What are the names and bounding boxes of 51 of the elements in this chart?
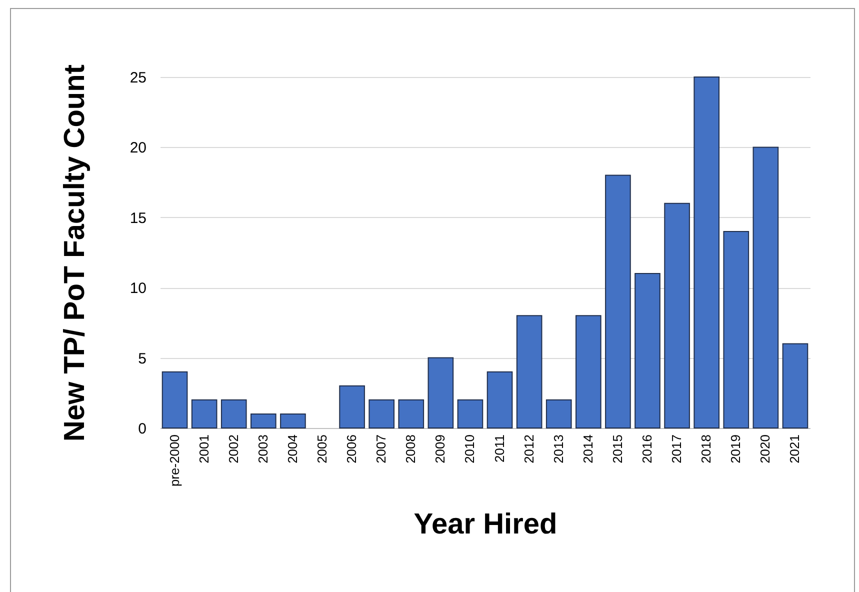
y-axis-title: New TP/ PoT Faculty Count bbox=[58, 64, 91, 442]
bar bbox=[516, 315, 542, 428]
x-tick-label: 2009 bbox=[432, 434, 448, 464]
x-tick-label: 2005 bbox=[314, 434, 330, 464]
x-tick-label: 2017 bbox=[669, 434, 684, 464]
bar bbox=[457, 399, 484, 428]
x-tick-label: 2012 bbox=[521, 434, 536, 464]
bar bbox=[339, 385, 365, 428]
x-tick-label: pre-2000 bbox=[166, 434, 182, 487]
bar bbox=[752, 146, 779, 428]
bar bbox=[782, 343, 808, 428]
bar bbox=[664, 202, 690, 428]
y-tick-label: 10 bbox=[130, 280, 146, 298]
x-tick-label: 2018 bbox=[698, 434, 714, 464]
x-tick-label: 2006 bbox=[344, 434, 360, 464]
x-tick-label: 2013 bbox=[550, 434, 566, 464]
x-axis-title: Year Hired bbox=[414, 508, 558, 541]
bar bbox=[723, 230, 750, 428]
x-tick-label: 2002 bbox=[226, 434, 241, 464]
y-tick-label: 25 bbox=[130, 70, 146, 86]
x-tick-label: 2016 bbox=[640, 434, 654, 464]
bar bbox=[634, 273, 660, 428]
y-tick-label: 15 bbox=[130, 210, 146, 227]
bar bbox=[398, 399, 424, 428]
bar bbox=[576, 315, 602, 428]
bar bbox=[428, 357, 454, 428]
x-tick-label: 2001 bbox=[196, 434, 212, 464]
x-tick-label: 2008 bbox=[403, 434, 418, 464]
x-tick-label: 2007 bbox=[374, 434, 389, 464]
x-tick-label: 2014 bbox=[580, 434, 596, 464]
bar bbox=[191, 399, 218, 428]
y-tick-label: 0 bbox=[138, 420, 146, 438]
bar bbox=[280, 413, 306, 428]
x-tick-label: 2010 bbox=[462, 434, 478, 464]
bar bbox=[220, 399, 247, 428]
x-tick-label: 2004 bbox=[284, 434, 300, 464]
bar bbox=[546, 399, 572, 428]
bar bbox=[162, 371, 188, 428]
x-tick-label: 2021 bbox=[787, 434, 802, 464]
x-tick-label: 2020 bbox=[758, 434, 773, 464]
x-tick-label: 2011 bbox=[492, 434, 507, 462]
bar bbox=[605, 174, 631, 428]
x-tick-label: 2015 bbox=[610, 434, 625, 464]
x-tick-label: 2019 bbox=[728, 434, 744, 464]
bar bbox=[368, 399, 394, 428]
x-tick-label: 2003 bbox=[255, 434, 270, 464]
bar bbox=[250, 413, 276, 428]
y-tick-label: 5 bbox=[138, 350, 146, 368]
bar bbox=[486, 371, 513, 428]
y-tick-label: 20 bbox=[130, 140, 146, 157]
bar bbox=[694, 76, 720, 428]
